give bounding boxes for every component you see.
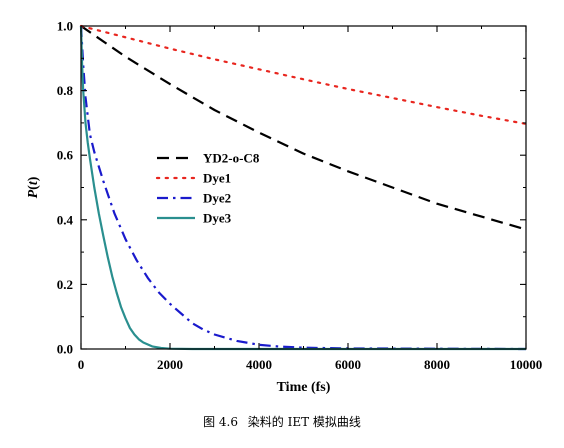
series-line-dye2 [79, 25, 527, 351]
x-tick-label: 2000 [157, 357, 183, 372]
x-tick-label: 6000 [335, 357, 361, 372]
y-tick-label: 0.6 [57, 148, 74, 163]
y-axis-label: P(t) [26, 176, 41, 198]
y-axis-label-close-paren: ) [26, 176, 41, 181]
figure-caption: 图 4.6 染料的 IET 模拟曲线 [0, 413, 564, 430]
y-axis-label-variable: t [26, 180, 41, 185]
legend-label-dye3: Dye3 [203, 211, 232, 226]
figure-caption-text: 染料的 IET 模拟曲线 [247, 415, 361, 429]
legend-label-dye1: Dye1 [203, 171, 231, 186]
y-tick-label: 0.0 [57, 342, 73, 357]
y-tick-label: 1.0 [57, 19, 73, 34]
plot-frame [80, 25, 527, 350]
series-line-dye3 [79, 25, 526, 351]
x-axis-label: Time (fs) [277, 380, 331, 395]
legend: YD2-o-C8 Dye1 Dye2 Dye3 [155, 151, 260, 226]
series-line-dye1 [79, 24, 528, 126]
x-tick-label: 4000 [246, 357, 272, 372]
figure-number: 图 4.6 [203, 415, 238, 429]
legend-label-yd2-o-c8: YD2-o-C8 [203, 151, 260, 166]
iet-chart: 0 2000 4000 6000 8000 10000 0.0 0.2 0.4 0.6 0.8 1.0… [26, 19, 543, 396]
y-axis-label-symbol: P [26, 189, 41, 198]
y-tick-label: 0.2 [57, 277, 73, 292]
legend-label-dye2: Dye2 [203, 191, 231, 206]
y-axis-label-open-paren: ( [26, 185, 41, 190]
x-tick-label: 0 [78, 357, 85, 372]
tick-layer: 0 2000 4000 6000 8000 10000 0.0 0.2 0.4 0.6 0.8 1.0 [57, 19, 543, 373]
x-tick-label: 8000 [424, 357, 450, 372]
y-tick-label: 0.4 [57, 212, 74, 227]
y-tick-label: 0.8 [57, 83, 74, 98]
x-tick-label: 10000 [510, 357, 543, 372]
series-line-yd2-o-c8 [80, 25, 527, 231]
series-layer [79, 24, 528, 351]
